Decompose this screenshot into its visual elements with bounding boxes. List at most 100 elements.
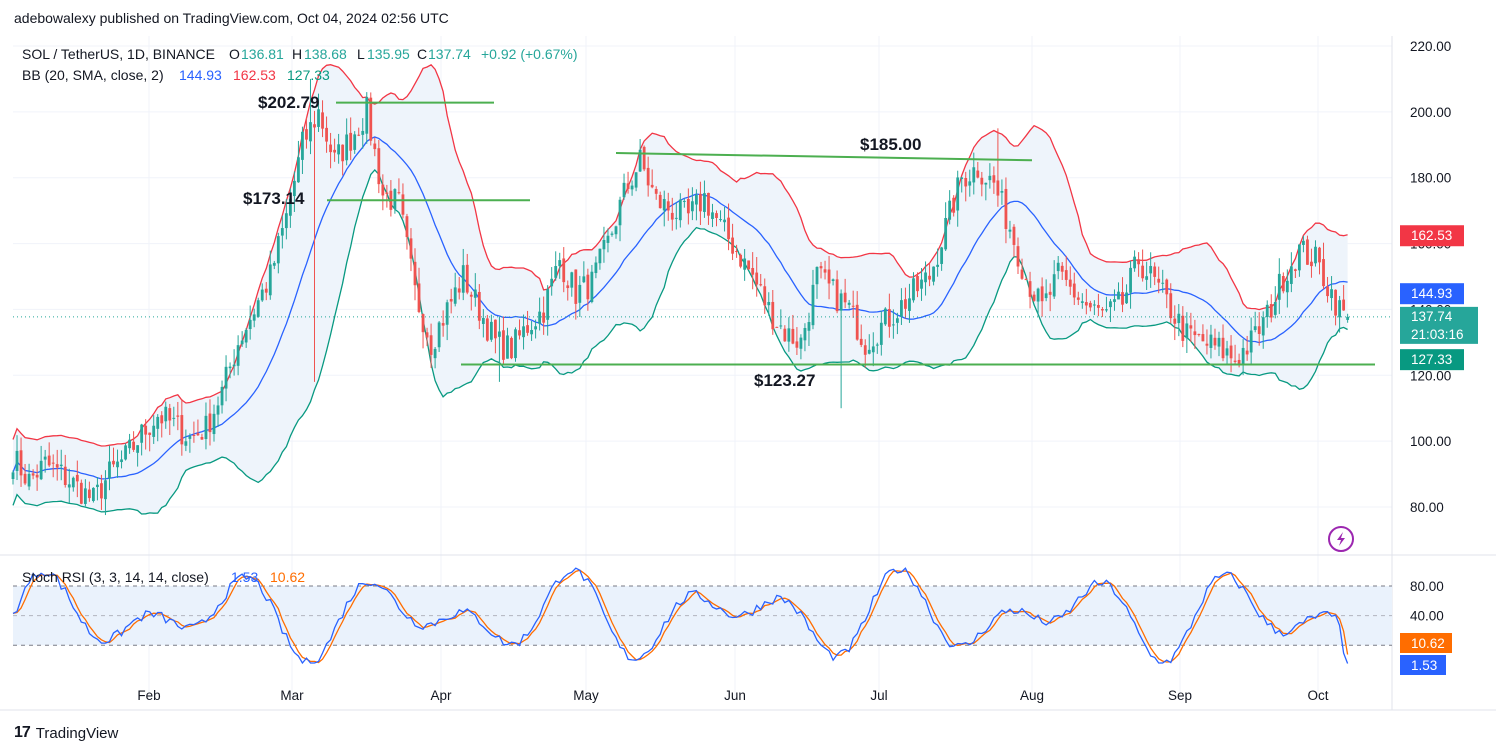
candle-body <box>646 167 650 186</box>
candle <box>19 437 23 487</box>
candle-body <box>1273 301 1277 315</box>
candle <box>321 100 324 138</box>
candle-body <box>116 461 119 468</box>
stoch-tick-label: 40.00 <box>1410 609 1444 624</box>
annotation-line <box>615 152 1033 162</box>
candle <box>116 449 119 478</box>
candle <box>522 314 525 350</box>
candle-body <box>236 345 240 366</box>
stoch-k-badge-bg <box>1400 655 1446 675</box>
candle <box>1181 306 1185 348</box>
legend-ohlc-open-label: O <box>229 46 240 62</box>
candle-body <box>200 437 204 440</box>
price-badge-value: 127.33 <box>1411 352 1452 367</box>
footer-brand-text: TradingView <box>35 724 119 742</box>
candle-body <box>365 97 369 134</box>
candle <box>992 166 996 194</box>
candle-body <box>920 279 923 289</box>
footer-brand[interactable]: 17 TradingView <box>14 724 118 742</box>
candle <box>353 131 357 154</box>
candle <box>228 362 232 379</box>
candle-body <box>538 311 542 324</box>
candle <box>988 163 992 189</box>
candle-body <box>349 132 353 151</box>
candle-body <box>707 192 710 216</box>
candle-body <box>293 180 296 197</box>
candle-body <box>35 474 39 478</box>
candle-body <box>1137 259 1140 265</box>
candle <box>1241 339 1245 376</box>
candles <box>11 78 1392 516</box>
candle <box>920 268 923 301</box>
candle <box>984 182 988 201</box>
candle <box>437 320 441 352</box>
candle <box>695 189 698 221</box>
candle-body <box>124 445 127 460</box>
tradingview-logo-icon: 17 <box>14 724 31 741</box>
candle-body <box>670 212 674 220</box>
candle <box>196 419 200 436</box>
candle-body <box>345 134 349 161</box>
candle <box>711 203 714 228</box>
candle-body <box>168 408 172 421</box>
candle <box>224 355 228 402</box>
candle-body <box>510 337 513 359</box>
candle-body <box>1338 300 1341 318</box>
candle-body <box>405 216 409 238</box>
candle-body <box>437 322 441 348</box>
price-badge: 162.53 <box>1400 225 1464 247</box>
candle-body <box>11 472 15 480</box>
candle <box>1129 260 1132 309</box>
candle <box>558 252 562 279</box>
candle-body <box>566 285 570 289</box>
candle-body <box>228 366 232 369</box>
candle <box>538 297 542 331</box>
candle-body <box>409 238 413 259</box>
candle-body <box>727 217 730 240</box>
candle-body <box>1342 299 1346 311</box>
candle-body <box>353 134 357 150</box>
candle-body <box>932 266 935 282</box>
candle <box>469 291 473 311</box>
candle-body <box>429 335 433 355</box>
candle-body <box>112 460 115 465</box>
candle-body <box>518 330 521 336</box>
candle <box>1201 324 1205 342</box>
candle-body <box>662 199 666 211</box>
lightning-icon[interactable] <box>1328 526 1354 552</box>
candle <box>891 309 895 339</box>
candle-body <box>196 433 200 436</box>
candle <box>1225 340 1229 364</box>
candle-body <box>333 149 336 153</box>
candle <box>236 335 240 376</box>
candle <box>658 191 662 209</box>
candle <box>662 190 666 227</box>
candle-body <box>180 415 184 445</box>
candle-body <box>912 278 915 301</box>
candle <box>514 327 517 362</box>
candle-body <box>313 124 316 128</box>
candle-body <box>835 279 839 312</box>
candle-body <box>1109 301 1112 308</box>
candle <box>1036 287 1040 317</box>
candle <box>948 190 952 225</box>
candle <box>1084 288 1088 315</box>
candle-body <box>546 289 550 320</box>
candle <box>108 445 111 491</box>
time-tick-label: Oct <box>1307 688 1328 703</box>
candle-body <box>108 461 111 479</box>
candle-body <box>900 300 903 317</box>
candle <box>357 127 361 137</box>
candle <box>1281 272 1285 294</box>
candle-body <box>1221 337 1225 359</box>
time-axis: Feb Mar Apr May Jun Jul Aug Sep Oct <box>137 688 1328 703</box>
candle-body <box>268 264 272 296</box>
candle <box>823 260 827 280</box>
candle-body <box>1060 265 1064 272</box>
time-tick-label: May <box>573 688 599 703</box>
candle-body <box>887 309 891 327</box>
price-tick-label: 120.00 <box>1410 368 1451 383</box>
candle-body <box>1201 334 1205 342</box>
candle <box>755 257 759 297</box>
